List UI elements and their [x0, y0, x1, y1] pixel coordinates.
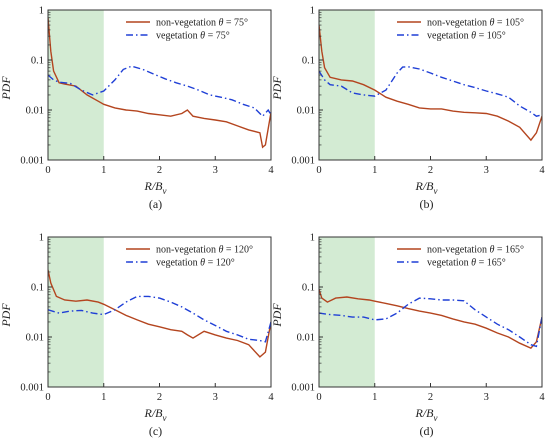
panel-b-y-axis-label: PDF	[270, 76, 284, 101]
panel-a-y-tick-label: 0.01	[26, 106, 44, 117]
panel-c-series-non-vegetation	[48, 269, 271, 358]
panel-a-legend-entry: vegetation θ = 75°	[156, 31, 230, 42]
panel-d-x-tick-label: 0	[316, 392, 321, 403]
panel-d-y-axis-label: PDF	[270, 303, 284, 328]
panel-c-y-tick-label: 0.01	[26, 333, 44, 344]
panel-b-y-tick-label: 0.1	[302, 56, 315, 67]
panel-c-x-tick-label: 1	[101, 392, 106, 403]
panel-b-y-tick-label: 0.001	[291, 156, 315, 167]
panel-d-shaded-region	[319, 237, 375, 387]
panel-d-y-tick-label: 0.1	[302, 283, 315, 294]
panel-a-x-tick-label: 3	[213, 165, 218, 176]
panel-a-x-axis-label: R/Bv	[144, 179, 167, 196]
panel-c-x-tick-label: 3	[213, 392, 218, 403]
panel-b-y-tick-label: 1	[310, 6, 315, 17]
panel-d-x-tick-label: 1	[372, 392, 377, 403]
panel-c-legend-entry: vegetation θ = 120°	[156, 258, 235, 269]
panel-c-legend-entry: non-vegetation θ = 120°	[156, 245, 253, 256]
panel-d-x-tick-label: 4	[539, 392, 545, 403]
panel-a-x-tick-label: 0	[45, 165, 50, 176]
panel-d: 0 1 2 3 4 0.001 0.01 0.1 1 PDF R/Bv(d) non-vegetati…	[270, 233, 545, 439]
panel-a-y-tick-label: 0.1	[31, 56, 44, 67]
panel-d-legend-entry: non-vegetation θ = 165°	[427, 245, 524, 256]
panel-d-x-axis-label: R/Bv	[415, 406, 438, 423]
panel-c-panel-label: (c)	[149, 424, 162, 438]
panel-d-x-tick-label: 2	[428, 392, 433, 403]
panel-a-x-tick-label: 4	[268, 165, 274, 176]
panel-c-x-tick-label: 0	[45, 392, 50, 403]
panel-b-x-tick-label: 0	[316, 165, 321, 176]
panel-c-series-vegetation	[48, 295, 271, 343]
panel-a-shaded-region	[48, 10, 104, 160]
panel-d-legend-entry: vegetation θ = 165°	[427, 258, 506, 269]
panel-a-series-non-vegetation	[48, 17, 271, 149]
panel-b-panel-label: (b)	[420, 197, 434, 211]
panel-c-y-axis-label: PDF	[0, 303, 13, 328]
panel-c-y-tick-label: 1	[39, 233, 44, 244]
panel-a-y-tick-label: 1	[39, 6, 44, 17]
panel-a-x-tick-label: 2	[157, 165, 162, 176]
panel-d-series-vegetation	[319, 297, 542, 348]
panel-a-y-axis-label: PDF	[0, 76, 13, 101]
panel-a-y-tick-label: 0.001	[20, 156, 44, 167]
panel-a-series-vegetation	[48, 65, 271, 118]
panel-d-panel-label: (d)	[420, 424, 434, 438]
panel-c: 0 1 2 3 4 0.001 0.01 0.1 1 PDF R/Bv(c) non-vegetati…	[0, 233, 274, 439]
panel-b-legend-entry: non-vegetation θ = 105°	[427, 18, 524, 29]
panel-a-legend-entry: non-vegetation θ = 75°	[156, 18, 248, 29]
panel-c-y-tick-label: 0.001	[20, 383, 44, 394]
panel-b: 0 1 2 3 4 0.001 0.01 0.1 1 PDF R/Bv(b) non-vegetati…	[270, 6, 545, 212]
panel-d-y-tick-label: 1	[310, 233, 315, 244]
panel-d-series-non-vegetation	[319, 289, 542, 349]
panel-a: 0 1 2 3 4 0.001 0.01 0.1 1 PDF R/Bv(a) non-vegetati…	[0, 6, 274, 212]
panel-b-x-axis-label: R/Bv	[415, 179, 438, 196]
panel-c-shaded-region	[48, 237, 104, 387]
panel-d-y-tick-label: 0.01	[297, 333, 315, 344]
panel-d-y-tick-label: 0.001	[291, 383, 315, 394]
panel-a-x-tick-label: 1	[101, 165, 106, 176]
panel-c-x-tick-label: 2	[157, 392, 162, 403]
panel-d-x-tick-label: 3	[484, 392, 489, 403]
panel-b-series-vegetation	[319, 66, 542, 117]
panel-c-y-tick-label: 0.1	[31, 283, 44, 294]
panel-b-y-tick-label: 0.01	[297, 106, 315, 117]
panel-c-x-axis-label: R/Bv	[144, 406, 167, 423]
panel-b-x-tick-label: 2	[428, 165, 433, 176]
panel-b-x-tick-label: 3	[484, 165, 489, 176]
panel-b-series-non-vegetation	[319, 25, 542, 142]
panel-b-shaded-region	[319, 10, 375, 160]
panel-a-panel-label: (a)	[149, 197, 162, 211]
panel-c-x-tick-label: 4	[268, 392, 274, 403]
panel-b-x-tick-label: 1	[372, 165, 377, 176]
panel-b-x-tick-label: 4	[539, 165, 545, 176]
panel-b-legend-entry: vegetation θ = 105°	[427, 31, 506, 42]
